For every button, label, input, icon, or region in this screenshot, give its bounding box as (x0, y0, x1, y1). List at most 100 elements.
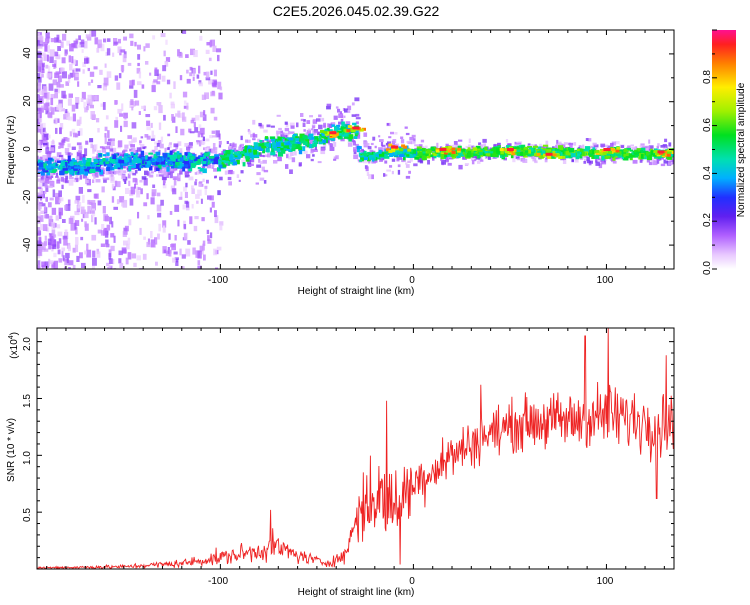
spectrogram-cell (76, 201, 82, 206)
spectrogram-cell (242, 149, 248, 153)
spectrogram-cell (38, 212, 41, 217)
spectrogram-cell (85, 34, 91, 39)
spectrogram-cell (82, 213, 85, 219)
spectrogram-cell (173, 161, 177, 167)
spectrogram-cell (102, 158, 106, 162)
spectrogram-cell (652, 154, 658, 157)
spectrogram-cell (62, 235, 68, 240)
spectrogram-cell (45, 165, 52, 169)
spectrogram-cell (392, 139, 397, 144)
spectrogram-cell (639, 158, 643, 163)
spectrogram-cell (188, 153, 193, 156)
spectrogram-cell (155, 261, 158, 266)
spectrogram-cell (166, 152, 171, 157)
spectrogram-cell (102, 102, 106, 110)
spectrogram-cell (500, 153, 504, 158)
spectrogram-cell (399, 152, 405, 158)
spectrogram-cell (134, 169, 138, 174)
spectrogram-cell (586, 156, 590, 161)
spectrogram-cell (257, 138, 261, 142)
spectrogram-cell (341, 134, 345, 137)
spectrogram-cell (158, 122, 162, 130)
spectrogram-cell (531, 154, 535, 159)
spectrogram-cell (296, 122, 299, 128)
spectrogram-cell (319, 133, 324, 137)
spectrogram-cell (81, 49, 84, 53)
spectrogram-cell (87, 199, 91, 205)
spectrogram-cell (615, 153, 621, 157)
spectrogram-cell (183, 186, 187, 192)
spectrogram-cell (67, 245, 71, 252)
spectrogram-cell (504, 150, 509, 154)
spectrogram-cell (331, 137, 335, 141)
spectrogram-cell (107, 163, 112, 167)
spectrogram-ylabel: Frequency (Hz) (6, 116, 17, 185)
spectrogram-cell (326, 103, 332, 107)
spectrogram-cell (556, 139, 559, 145)
spectrogram-cell (150, 197, 155, 205)
spectrogram-cell (384, 174, 388, 177)
spectrogram-cell (533, 145, 539, 148)
spectrogram-cell (296, 141, 301, 145)
spectrogram-cell (123, 240, 128, 246)
spectrogram-cell (60, 67, 64, 72)
spectrogram-cell (152, 184, 156, 188)
spectrogram-cell (302, 135, 308, 140)
spectrogram-cell (210, 91, 216, 97)
spectrogram-cell (92, 265, 96, 269)
spectrogram-cell (92, 179, 95, 183)
spectrogram-cell (101, 224, 105, 230)
spectrogram-cell (340, 137, 345, 142)
spectrogram-cell (468, 138, 471, 143)
spectrogram-cell (144, 134, 149, 138)
spectrogram-cell (506, 143, 512, 147)
spectrogram-cell (59, 155, 63, 158)
spectrogram-cell (105, 243, 110, 248)
spectrogram-cell (97, 85, 102, 89)
spectrogram-cell (542, 149, 546, 154)
spectrogram-cell (71, 104, 76, 112)
spectrogram-cell (365, 166, 369, 172)
spectrogram-cell (159, 164, 164, 170)
spectrogram-cell (144, 152, 148, 156)
spectrogram-cell (347, 141, 353, 147)
spectrogram-cell (163, 50, 166, 57)
spectrogram-cell (623, 149, 627, 153)
spectrogram-cell (207, 235, 210, 241)
spectrogram-cell (318, 136, 321, 141)
spectrogram-cell (307, 136, 312, 139)
spectrogram-cell (52, 139, 55, 145)
spectrogram-cell (95, 179, 101, 183)
spectrogram-cell (542, 148, 547, 151)
spectrogram-cell (120, 65, 125, 72)
spectrogram-cell (64, 148, 70, 154)
spectrogram-cell (42, 224, 48, 231)
spectrogram-cell (261, 166, 265, 172)
spectrogram-cell (189, 131, 195, 134)
spectrogram-cell (313, 149, 318, 152)
spectrogram-cell (347, 110, 351, 113)
spectrogram-cell (123, 120, 128, 128)
spectrogram-cell (195, 194, 200, 199)
spectrogram-cell (397, 169, 401, 175)
spectrogram-cell (313, 129, 318, 132)
spectrogram-cell (94, 217, 97, 225)
spectrogram-cell (169, 155, 175, 160)
spectrogram-cell (439, 146, 443, 149)
spectrogram-cell (516, 155, 520, 159)
spectrogram-cell (106, 71, 112, 78)
spectrogram-cell (396, 156, 400, 162)
spectrogram-cell (136, 147, 141, 152)
spectrogram-cell (52, 63, 56, 67)
spectrogram-cell (190, 162, 197, 167)
spectrogram-cell (130, 144, 135, 148)
spectrogram-cell (169, 92, 172, 99)
spectrogram-cell (318, 141, 323, 145)
spectrogram-cell (350, 140, 356, 143)
spectrogram-cell (151, 85, 156, 93)
spectrogram-cell (211, 130, 216, 134)
spectrogram-cell (273, 145, 277, 149)
spectrogram-cell (127, 135, 133, 139)
spectrogram-cell (58, 238, 62, 244)
spectrogram-cell (391, 148, 396, 152)
